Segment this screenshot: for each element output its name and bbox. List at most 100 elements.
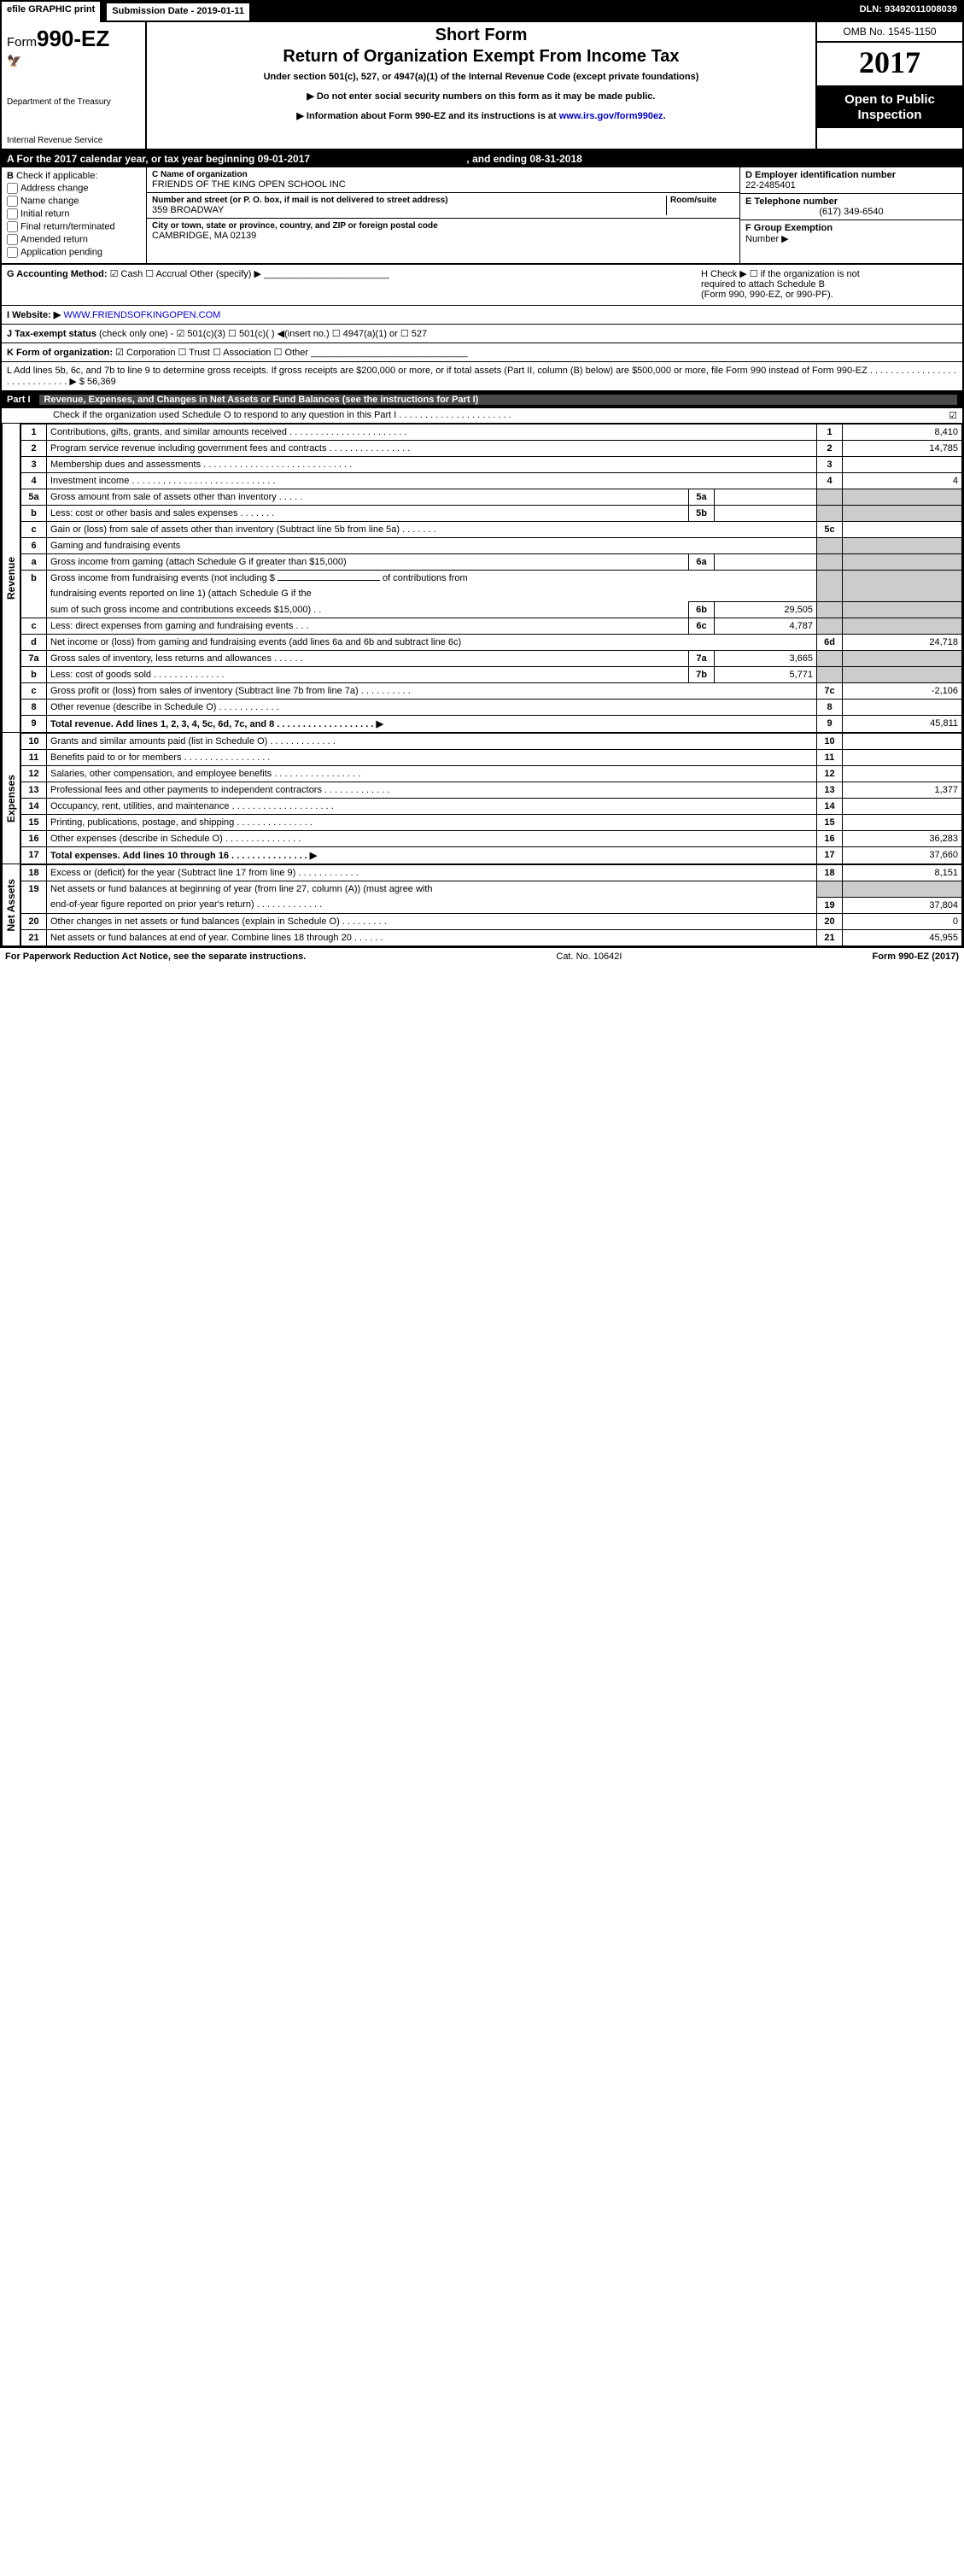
- col-b: B Check if applicable: Address change Na…: [2, 167, 147, 263]
- side-netassets: Net Assets: [2, 864, 20, 946]
- d19b: end-of-year figure reported on prior yea…: [47, 897, 817, 913]
- d19a: Net assets or fund balances at beginning…: [47, 881, 817, 898]
- row-j: J Tax-exempt status (check only one) - ☑…: [2, 325, 962, 343]
- amt11: [843, 750, 962, 766]
- chk-amended-return[interactable]: Amended return: [7, 234, 141, 245]
- org-name: FRIENDS OF THE KING OPEN SCHOOL INC: [152, 179, 734, 190]
- col-c: C Name of organization FRIENDS OF THE KI…: [147, 167, 740, 263]
- footer-mid: Cat. No. 10642I: [306, 951, 872, 962]
- side-revenue: Revenue: [2, 424, 20, 733]
- org-city: CAMBRIDGE, MA 02139: [152, 231, 734, 241]
- amt2: 14,785: [843, 441, 962, 457]
- irs-link[interactable]: www.irs.gov/form990ez: [559, 111, 663, 121]
- arrow2-post: .: [663, 111, 666, 121]
- d6c: Less: direct expenses from gaming and fu…: [47, 618, 689, 635]
- topbar: efile GRAPHIC print Submission Date - 20…: [2, 2, 962, 22]
- irs-eagle-icon: 🦅: [7, 54, 140, 68]
- chk-name-change[interactable]: Name change: [7, 196, 141, 207]
- chk-initial-return[interactable]: Initial return: [7, 208, 141, 220]
- chk-address-change[interactable]: Address change: [7, 183, 141, 194]
- ln14: 14: [817, 799, 843, 815]
- efile-print-button[interactable]: efile GRAPHIC print: [2, 2, 102, 22]
- page-footer: For Paperwork Reduction Act Notice, see …: [0, 948, 964, 965]
- ln20: 20: [817, 913, 843, 929]
- ga6c: [843, 618, 962, 635]
- netassets-table: 18Excess or (deficit) for the year (Subt…: [20, 864, 962, 946]
- n20: 20: [21, 913, 47, 929]
- room-suite: Room/suite: [666, 196, 734, 215]
- n3: 3: [21, 457, 47, 473]
- amt9: 45,811: [843, 716, 962, 733]
- schedule-o-checkbox[interactable]: ☑: [949, 410, 957, 421]
- arrow-note-2: ▶ Information about Form 990-EZ and its …: [152, 110, 810, 121]
- amt6d: 24,718: [843, 635, 962, 651]
- m7b: 7b: [689, 667, 715, 683]
- b-check: Check if applicable:: [16, 171, 97, 181]
- d16: Other expenses (describe in Schedule O) …: [47, 831, 817, 847]
- g6a: [817, 554, 843, 571]
- submission-date: Submission Date - 2019-01-11: [105, 2, 251, 22]
- website-link[interactable]: WWW.FRIENDSOFKINGOPEN.COM: [63, 310, 220, 320]
- n2: 2: [21, 441, 47, 457]
- ln6d: 6d: [817, 635, 843, 651]
- part-i-label: Part I: [7, 395, 39, 405]
- ln12: 12: [817, 766, 843, 782]
- d8: Other revenue (describe in Schedule O) .…: [47, 700, 817, 716]
- phone-value: (617) 349-6540: [745, 207, 957, 217]
- expenses-label: Expenses: [5, 733, 17, 864]
- d2: Program service revenue including govern…: [47, 441, 817, 457]
- n4: 4: [21, 473, 47, 489]
- rowA-pre: A For the 2017 calendar year, or tax yea…: [7, 153, 310, 165]
- h-text2: required to attach Schedule B: [701, 279, 957, 290]
- n6c: c: [21, 618, 47, 635]
- form-prefix: Form: [7, 35, 37, 50]
- f-cap: F Group Exemption: [745, 223, 833, 233]
- k-line: ______________________________: [311, 348, 468, 358]
- m5a: 5a: [689, 489, 715, 506]
- g-opts: ☑ Cash ☐ Accrual Other (specify) ▶: [110, 269, 261, 279]
- ln10: 10: [817, 734, 843, 750]
- amt8: [843, 700, 962, 716]
- open-line2: Inspection: [857, 108, 921, 122]
- d3: Membership dues and assessments . . . . …: [47, 457, 817, 473]
- chk-application-pending[interactable]: Application pending: [7, 247, 141, 258]
- under-section: Under section 501(c), 527, or 4947(a)(1)…: [152, 72, 810, 82]
- d12: Salaries, other compensation, and employ…: [47, 766, 817, 782]
- chk-label: Initial return: [20, 208, 69, 219]
- amt15: [843, 815, 962, 831]
- section-expenses: Expenses 10Grants and similar amounts pa…: [2, 733, 962, 864]
- g-label: G Accounting Method:: [7, 269, 108, 279]
- g-line: ________________________: [264, 269, 389, 279]
- revenue-label: Revenue: [5, 424, 17, 732]
- g7b: [817, 667, 843, 683]
- form-990ez: 990-EZ: [37, 26, 109, 51]
- n12: 12: [21, 766, 47, 782]
- amt7c: -2,106: [843, 683, 962, 700]
- n17: 17: [21, 847, 47, 864]
- d13: Professional fees and other payments to …: [47, 782, 817, 799]
- k-label: K Form of organization:: [7, 348, 113, 358]
- d6: Gaming and fundraising events: [47, 538, 817, 554]
- amt17: 37,660: [843, 847, 962, 864]
- n16: 16: [21, 831, 47, 847]
- section-netassets: Net Assets 18Excess or (deficit) for the…: [2, 864, 962, 946]
- c-addr: Number and street (or P. O. box, if mail…: [147, 193, 739, 219]
- header-mid: Short Form Return of Organization Exempt…: [147, 22, 817, 149]
- m6c: 6c: [689, 618, 715, 635]
- chk-final-return[interactable]: Final return/terminated: [7, 221, 141, 232]
- amt3: [843, 457, 962, 473]
- ln3: 3: [817, 457, 843, 473]
- ga6: [843, 538, 962, 554]
- f-group: F Group Exemption Number ▶: [740, 220, 962, 247]
- section-revenue: Revenue 1Contributions, gifts, grants, a…: [2, 424, 962, 733]
- ln17: 17: [817, 847, 843, 864]
- ein-value: 22-2485401: [745, 180, 957, 190]
- d17b: Total expenses. Add lines 10 through 16 …: [50, 851, 317, 861]
- ln21: 21: [817, 929, 843, 946]
- d20: Other changes in net assets or fund bala…: [47, 913, 817, 929]
- ga6a: [843, 554, 962, 571]
- n7c: c: [21, 683, 47, 700]
- g6c: [817, 618, 843, 635]
- d-ein: D Employer identification number 22-2485…: [740, 167, 962, 194]
- header-right: OMB No. 1545-1150 2017 Open to Public In…: [817, 22, 962, 149]
